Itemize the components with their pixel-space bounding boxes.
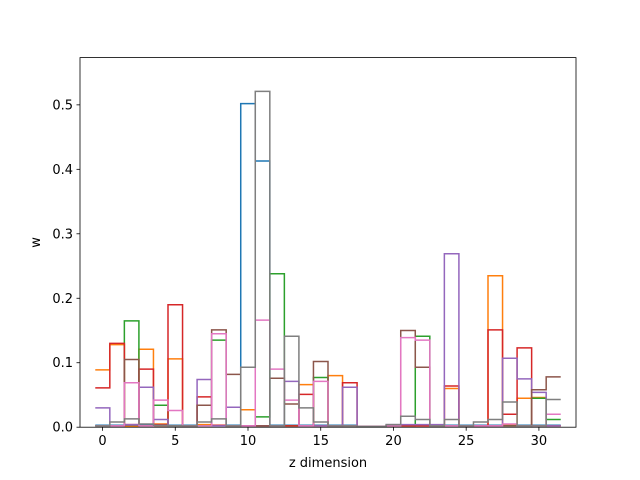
x-tick-label: 10 xyxy=(240,434,257,449)
x-tick-label: 20 xyxy=(385,434,402,449)
x-tick-label: 0 xyxy=(98,434,106,449)
x-tick-label: 30 xyxy=(531,434,548,449)
plot-frame xyxy=(79,57,577,428)
y-tick-label: 0.2 xyxy=(52,292,73,307)
y-axis-ticks: 0.0 0.1 0.2 0.3 0.4 0.5 xyxy=(52,98,80,436)
x-tick-label: 15 xyxy=(312,434,329,449)
y-tick-label: 0.5 xyxy=(52,98,73,113)
plot-series xyxy=(95,90,561,428)
y-tick-label: 0.1 xyxy=(52,356,73,371)
y-tick-label: 0.4 xyxy=(52,163,73,178)
y-axis-label: w xyxy=(29,237,44,248)
series-line-7 xyxy=(95,90,561,428)
y-tick-label: 0.0 xyxy=(52,421,73,436)
x-axis-label: z dimension xyxy=(289,456,367,471)
x-tick-label: 25 xyxy=(458,434,475,449)
x-axis-ticks: 0 5 10 15 20 25 30 xyxy=(98,427,547,449)
y-tick-label: 0.3 xyxy=(52,227,73,242)
x-tick-label: 5 xyxy=(171,434,179,449)
series-line-6 xyxy=(95,319,561,428)
